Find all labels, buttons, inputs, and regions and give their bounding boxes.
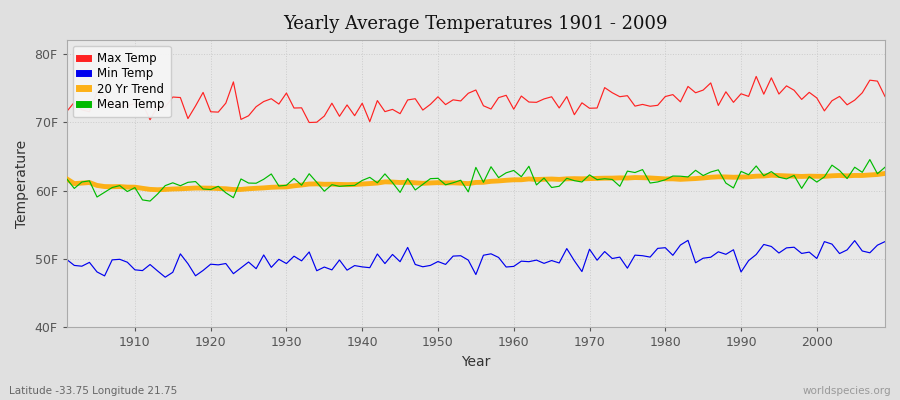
20 Yr Trend [122,185,132,190]
20 Yr Trend [152,187,163,192]
Max Temp [508,107,519,112]
Min Temp [508,264,519,269]
Min Temp [61,257,72,262]
Max Temp [342,102,353,107]
Line: Max Temp: Max Temp [67,76,885,122]
Min Temp [122,260,132,265]
Min Temp [682,238,693,243]
20 Yr Trend [296,183,307,188]
Max Temp [61,109,72,114]
Min Temp [516,259,526,264]
20 Yr Trend [516,177,526,182]
Line: Min Temp: Min Temp [67,240,885,277]
Max Temp [607,90,617,95]
Max Temp [516,94,526,98]
Y-axis label: Temperature: Temperature [15,140,29,228]
Max Temp [751,74,761,79]
Mean Temp [508,168,519,173]
Mean Temp [607,177,617,182]
Line: 20 Yr Trend: 20 Yr Trend [67,174,885,190]
20 Yr Trend [508,177,519,182]
Mean Temp [122,189,132,194]
Legend: Max Temp, Min Temp, 20 Yr Trend, Mean Temp: Max Temp, Min Temp, 20 Yr Trend, Mean Te… [73,46,171,117]
Max Temp [879,94,890,99]
Mean Temp [516,174,526,179]
Max Temp [289,106,300,110]
Min Temp [607,256,617,261]
Max Temp [304,120,315,125]
Min Temp [296,258,307,263]
X-axis label: Year: Year [461,355,491,369]
Min Temp [342,268,353,272]
Title: Yearly Average Temperatures 1901 - 2009: Yearly Average Temperatures 1901 - 2009 [284,15,668,33]
20 Yr Trend [342,182,353,187]
Line: Mean Temp: Mean Temp [67,160,885,201]
Min Temp [160,275,171,280]
Max Temp [122,104,132,108]
20 Yr Trend [61,176,72,181]
Text: Latitude -33.75 Longitude 21.75: Latitude -33.75 Longitude 21.75 [9,386,177,396]
Text: worldspecies.org: worldspecies.org [803,386,891,396]
Mean Temp [145,199,156,204]
20 Yr Trend [607,176,617,180]
Min Temp [879,239,890,244]
Mean Temp [342,183,353,188]
20 Yr Trend [879,171,890,176]
Mean Temp [61,176,72,181]
Mean Temp [879,165,890,170]
Mean Temp [296,183,307,188]
Mean Temp [864,157,875,162]
